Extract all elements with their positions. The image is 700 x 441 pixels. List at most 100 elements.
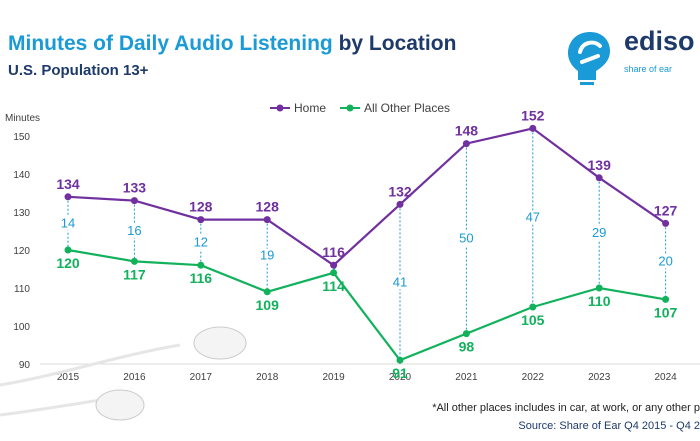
- y-tick-label: 110: [14, 284, 30, 295]
- logo-tagline: share of ear: [624, 64, 673, 74]
- data-point: [662, 219, 670, 227]
- difference-label-bg: [191, 235, 210, 250]
- y-axis-label: Minutes: [5, 113, 40, 124]
- difference-label-bg: [523, 210, 542, 225]
- data-label: 105: [521, 312, 545, 328]
- y-tick-label: 90: [19, 360, 31, 371]
- series-line-other: [67, 248, 666, 362]
- x-tick-label: 2019: [322, 372, 345, 383]
- x-tick-label: 2016: [123, 372, 146, 383]
- data-label: 152: [521, 107, 545, 123]
- x-tick-label: 2021: [455, 372, 478, 383]
- difference-label-bg: [258, 248, 277, 263]
- difference-label: 19: [260, 248, 274, 263]
- legend-swatch-marker: [346, 104, 354, 112]
- data-label: 127: [654, 202, 678, 218]
- data-point: [330, 269, 338, 277]
- difference-label-bg: [125, 224, 144, 238]
- data-label: 134: [56, 176, 80, 192]
- difference-label-bg: [457, 231, 476, 246]
- data-point: [396, 200, 404, 208]
- difference-label: 29: [592, 225, 606, 240]
- x-tick-label: 2022: [522, 372, 545, 383]
- logo-wordmark: ediso: [624, 26, 695, 56]
- data-label: 107: [654, 304, 678, 320]
- x-tick-label: 2018: [256, 372, 279, 383]
- y-tick-label: 130: [13, 208, 30, 219]
- difference-label-bg: [590, 225, 609, 240]
- source-note: Source: Share of Ear Q4 2015 - Q4 2: [518, 420, 700, 432]
- difference-label: 47: [526, 210, 540, 225]
- data-label: 132: [388, 183, 412, 199]
- difference-label: 16: [127, 223, 141, 238]
- y-tick-label: 150: [13, 132, 30, 143]
- data-label: 109: [256, 297, 280, 313]
- x-tick-label: 2015: [57, 372, 80, 383]
- difference-lines: 1416121924150472920: [59, 128, 675, 361]
- data-point: [197, 216, 205, 224]
- footnote: *All other places includes in car, at wo…: [432, 402, 700, 414]
- legend-label: All Other Places: [364, 101, 450, 115]
- data-point: [529, 124, 537, 132]
- data-label: 133: [123, 180, 147, 196]
- difference-label-bg: [391, 275, 409, 290]
- difference-label: 41: [393, 274, 407, 289]
- data-label: 110: [588, 293, 611, 309]
- data-label: 139: [588, 157, 612, 173]
- data-label: 98: [459, 339, 475, 355]
- legend: Home All Other Places: [270, 101, 450, 115]
- data-label: 91: [392, 365, 408, 381]
- data-label: 128: [189, 199, 213, 215]
- data-point: [197, 261, 205, 269]
- earbuds-image: [0, 326, 247, 421]
- data-point: [64, 193, 72, 201]
- x-tick-label: 2023: [588, 372, 611, 383]
- y-axis: 90 100 110 120 130 140 150: [13, 132, 30, 371]
- data-point: [263, 216, 271, 224]
- data-point: [64, 246, 72, 254]
- data-point: [130, 257, 138, 265]
- data-point: [462, 140, 470, 148]
- chart-subtitle: U.S. Population 13+: [8, 62, 149, 79]
- x-tick-label: 2017: [190, 372, 213, 383]
- x-axis: 2015 2016 2017 2018 2019 2020 2021 2022 2023 2024: [40, 363, 700, 383]
- data-labels: 134 133 128 128 116 132 148 152 139 127 120 117 116 1…: [56, 107, 677, 381]
- y-tick-label: 100: [13, 322, 30, 333]
- y-tick-label: 120: [13, 246, 30, 257]
- data-points: [64, 124, 670, 364]
- series-lines: [67, 127, 667, 362]
- data-label: 148: [455, 123, 479, 139]
- data-point: [595, 174, 603, 182]
- data-point: [529, 303, 537, 311]
- difference-label: 50: [459, 231, 473, 246]
- data-point: [330, 261, 338, 269]
- edison-bulb-icon: [568, 32, 610, 85]
- data-label: 120: [56, 255, 80, 271]
- edison-logo: ediso share of ear: [560, 26, 700, 86]
- data-label: 114: [322, 278, 345, 294]
- difference-label-bg: [324, 262, 343, 276]
- data-point: [263, 288, 271, 296]
- chart-title-main: Minutes of Daily Audio Listening: [8, 32, 333, 55]
- series-line-home: [67, 127, 667, 267]
- data-point: [396, 356, 404, 364]
- data-point: [462, 330, 470, 338]
- x-tick-label: 2020: [389, 372, 412, 383]
- x-tick-label: 2024: [654, 372, 677, 383]
- y-tick-label: 140: [13, 170, 30, 181]
- data-label: 116: [322, 244, 345, 260]
- data-point: [662, 295, 670, 303]
- data-label: 117: [123, 266, 146, 282]
- data-point: [130, 197, 138, 205]
- line-chart: Minutes Home All Other Places 90 100 110 120…: [5, 101, 700, 383]
- data-point: [595, 284, 603, 292]
- chart-title: Minutes of Daily Audio Listening by Loca…: [8, 32, 456, 56]
- difference-label: 12: [194, 234, 208, 249]
- difference-label-bg: [656, 254, 675, 269]
- difference-label: 20: [658, 253, 672, 268]
- chart-title-suffix: by Location: [338, 32, 457, 55]
- data-label: 128: [256, 199, 280, 215]
- legend-label: Home: [294, 101, 326, 115]
- difference-label-bg: [59, 216, 77, 231]
- data-label: 116: [190, 270, 213, 286]
